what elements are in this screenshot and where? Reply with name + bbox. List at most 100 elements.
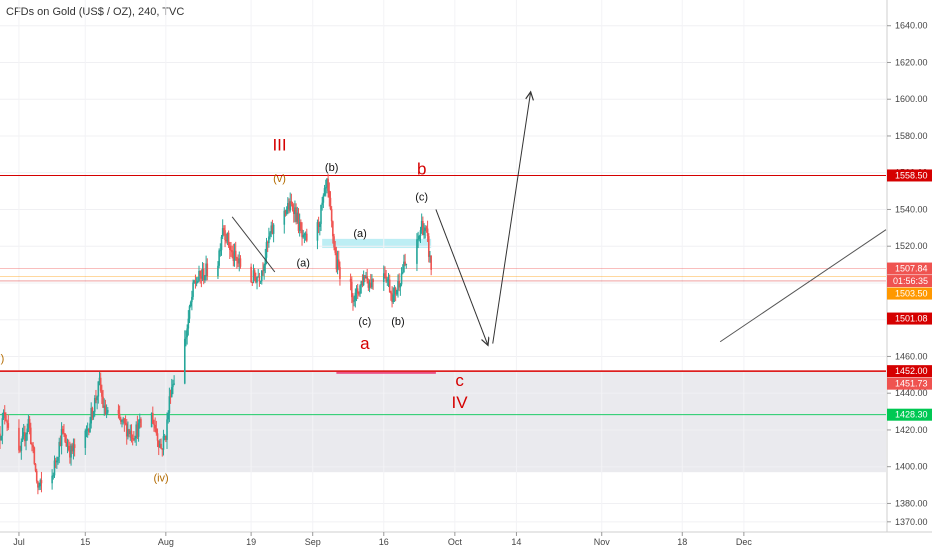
candle-up <box>137 422 140 437</box>
wave-label: (iv) <box>153 472 168 484</box>
candle-down <box>364 275 366 279</box>
candle-up <box>58 441 61 457</box>
price-badge-label: 1501.08 <box>895 314 928 324</box>
candle-up <box>129 430 132 435</box>
candle-up <box>270 225 273 233</box>
candle-up <box>221 228 224 237</box>
candle-down <box>157 440 160 448</box>
candle-up <box>397 280 399 291</box>
candle-down <box>391 293 393 303</box>
candle-down <box>128 429 130 435</box>
candle-up <box>296 212 299 222</box>
grid-layer <box>0 0 886 531</box>
candle-up <box>257 276 260 278</box>
candle-down <box>133 439 135 441</box>
x-tick-label: 19 <box>246 537 256 547</box>
candle-down <box>206 263 209 277</box>
candle-up <box>362 275 365 285</box>
candle-down <box>239 258 242 267</box>
trend-line-0 <box>231 216 276 273</box>
countdown-badge <box>887 275 932 288</box>
candle-down <box>69 450 71 458</box>
candle-down <box>140 419 142 428</box>
price-badges: 1558.50 1507.84 01:56:35 1503.50 1501.08 1452… <box>887 169 932 421</box>
y-tick-label: 1520.00 <box>895 241 928 251</box>
candle-up <box>264 257 267 266</box>
candle-down <box>91 407 94 418</box>
candle-down <box>367 280 370 288</box>
candle-down <box>67 445 70 451</box>
candle-down <box>236 257 238 261</box>
candle-up <box>400 273 403 285</box>
candle-up <box>89 423 91 433</box>
candle-down <box>200 275 203 279</box>
candle-down <box>124 422 127 424</box>
candle-up <box>168 396 171 414</box>
y-tick-label: 1440.00 <box>895 388 928 398</box>
candle-up <box>417 239 419 241</box>
candle-up <box>191 296 193 303</box>
candle-down <box>250 266 252 283</box>
price-badge <box>887 365 932 378</box>
price-badge <box>887 377 932 390</box>
candle-down <box>155 428 158 434</box>
zone-0 <box>0 371 886 473</box>
candle-down <box>73 444 76 448</box>
candle-down <box>284 210 287 214</box>
x-tick-label: 14 <box>511 537 521 547</box>
candle-up <box>393 288 396 295</box>
candle-up <box>189 302 192 307</box>
candle-down <box>394 288 397 295</box>
candle-down <box>301 229 303 238</box>
candle-up <box>303 234 306 236</box>
x-tick-label: Nov <box>594 537 611 547</box>
time-axis[interactable]: Jul 15 Aug 19 Sep 16 Oct 14 Nov 18 Dec <box>13 532 752 547</box>
candle-down <box>427 236 430 257</box>
candle-down <box>291 204 294 210</box>
candle-up <box>51 475 53 484</box>
wave-label: (v) <box>273 173 286 185</box>
candle-up <box>336 259 339 270</box>
candle-up <box>57 456 59 461</box>
candle-up <box>138 419 141 423</box>
candle-up <box>418 236 421 240</box>
y-tick-label: 1370.00 <box>895 517 928 527</box>
candle-down <box>104 405 107 414</box>
candle-up <box>387 279 390 281</box>
wave-label: (c) <box>415 191 428 203</box>
candle-up <box>219 250 222 252</box>
candle-up <box>289 201 292 211</box>
candle-down <box>358 293 360 295</box>
candle-down <box>317 222 320 227</box>
candle-down <box>136 424 139 437</box>
candle-up <box>105 412 108 414</box>
candle-down <box>255 277 257 283</box>
price-badge <box>887 312 932 325</box>
candle-up <box>326 178 328 188</box>
candle-down <box>384 273 386 277</box>
zones-layer <box>0 238 886 473</box>
candle-down <box>329 197 332 210</box>
candle-down <box>328 190 331 198</box>
wave-label: (b) <box>391 316 404 328</box>
candle-up <box>238 258 241 264</box>
price-badge-label: 1503.50 <box>895 289 928 299</box>
candle-up <box>405 263 408 265</box>
candle-down <box>390 292 392 294</box>
candle-up <box>86 429 89 431</box>
candles-layer <box>0 174 432 495</box>
y-tick-label: 1380.00 <box>895 498 928 508</box>
candle-up <box>70 445 72 458</box>
candle-up <box>85 429 88 431</box>
candle-down <box>258 276 261 282</box>
candle-up <box>424 227 427 231</box>
candle-up <box>198 270 200 281</box>
candle-down <box>349 278 352 282</box>
price-badge-label: 1558.50 <box>895 170 928 180</box>
candle-down <box>153 423 155 425</box>
candle-down <box>372 279 374 283</box>
candle-down <box>231 250 233 253</box>
candle-down <box>95 398 97 401</box>
candle-down <box>404 261 406 265</box>
